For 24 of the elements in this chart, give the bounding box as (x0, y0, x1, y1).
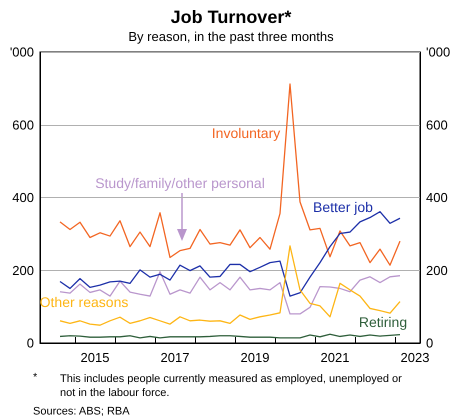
y-tick-label: 600 (12, 117, 34, 132)
y-tick-label: 400 (12, 190, 34, 205)
x-tick-label: 2017 (160, 350, 190, 365)
series-label: Retiring (358, 314, 408, 330)
series-label: Involuntary (212, 125, 280, 141)
y2-tick-label: 400 (426, 190, 448, 205)
x-tick-label: 2023 (400, 350, 430, 365)
chart-title: Job Turnover* (170, 7, 292, 27)
source-note: Sources: ABS; RBA (33, 406, 130, 418)
y-tick-label: 0 (26, 336, 34, 350)
x-tick-label: 2019 (240, 350, 270, 365)
y2-tick-label: 0 (426, 336, 434, 350)
chart-subtitle: By reason, in the past three months (128, 29, 334, 44)
y-axis-title: '000 (10, 44, 34, 60)
text: * This includes people currently measured as employed, unemployed or not in the labour force. (33, 372, 402, 399)
x-tick-label: 2021 (320, 350, 350, 365)
y2-tick-label: 600 (426, 117, 448, 132)
y2-axis-title: '000 (426, 44, 450, 60)
series-label: Better job (313, 199, 374, 215)
y2-tick-label: 200 (426, 262, 448, 278)
line-series (59, 83, 401, 266)
y-tick-label: 200 (12, 262, 34, 278)
text: Study/family/other personal (95, 175, 265, 191)
x-tick-label: 2015 (80, 350, 110, 365)
